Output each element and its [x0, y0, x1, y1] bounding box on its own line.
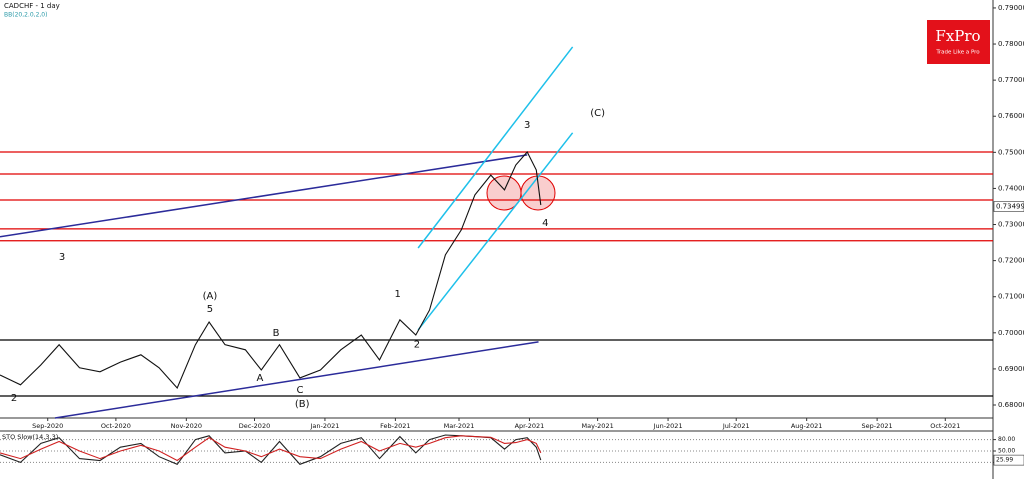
wave-label: A: [257, 373, 264, 384]
wave-label: 5: [207, 304, 213, 315]
y-tick-label: 50.00: [998, 448, 1015, 455]
x-tick-label: Mar-2021: [444, 422, 475, 430]
x-tick-label: Oct-2021: [930, 422, 960, 430]
trend-line: [54, 341, 539, 419]
wave-label: 3: [59, 252, 65, 263]
x-tick-label: Apr-2021: [515, 422, 545, 430]
x-tick-label: Jul-2021: [722, 422, 750, 430]
last-value-box: [993, 454, 1024, 466]
logo-tagline: Trade Like a Pro: [935, 50, 980, 56]
x-tick-label: Sep-2020: [32, 422, 63, 430]
x-tick-label: Sep-2021: [862, 422, 893, 430]
last-value-box: [993, 201, 1024, 212]
last-value-label: 25.99: [996, 457, 1013, 464]
wave-label: 4: [542, 218, 548, 229]
trend-line: [417, 132, 574, 331]
x-tick-label: Oct-2020: [101, 422, 131, 430]
oscillator-title: STO Slow(14,3,3): [2, 433, 58, 441]
x-tick-label: Dec-2020: [239, 422, 270, 430]
wave-label: C: [296, 385, 303, 396]
price-line: [0, 151, 542, 390]
trend-line: [417, 46, 574, 249]
x-tick-label: Nov-2020: [171, 422, 202, 430]
wave-label: 1: [394, 289, 400, 300]
x-tick-label: Jan-2021: [309, 422, 339, 430]
wave-label: 3: [524, 120, 530, 131]
logo-name: FxPro: [935, 27, 980, 45]
trend-line: [0, 154, 528, 238]
x-tick-label: Aug-2021: [791, 422, 823, 430]
wave-label: (C): [590, 108, 605, 119]
chart-title: CADCHF - 1 day: [4, 2, 60, 10]
price-line: [0, 435, 542, 462]
y-tick-label: 80.00: [998, 436, 1015, 443]
y-tick-label: 0.68000: [998, 401, 1024, 409]
last-value-label: 0.73499: [996, 203, 1024, 211]
logo-box: [927, 20, 990, 64]
wave-label: 2: [11, 393, 17, 404]
wave-label: (A): [203, 291, 218, 302]
indicator-label: BB(20,2.0,2,0): [4, 12, 47, 19]
wave-label: B: [273, 328, 280, 339]
wave-label: (B): [295, 399, 310, 410]
wave-label: 2: [414, 340, 420, 351]
x-tick-label: Jun-2021: [653, 422, 683, 430]
x-tick-label: Feb-2021: [380, 422, 410, 430]
x-tick-label: May-2021: [582, 422, 614, 430]
